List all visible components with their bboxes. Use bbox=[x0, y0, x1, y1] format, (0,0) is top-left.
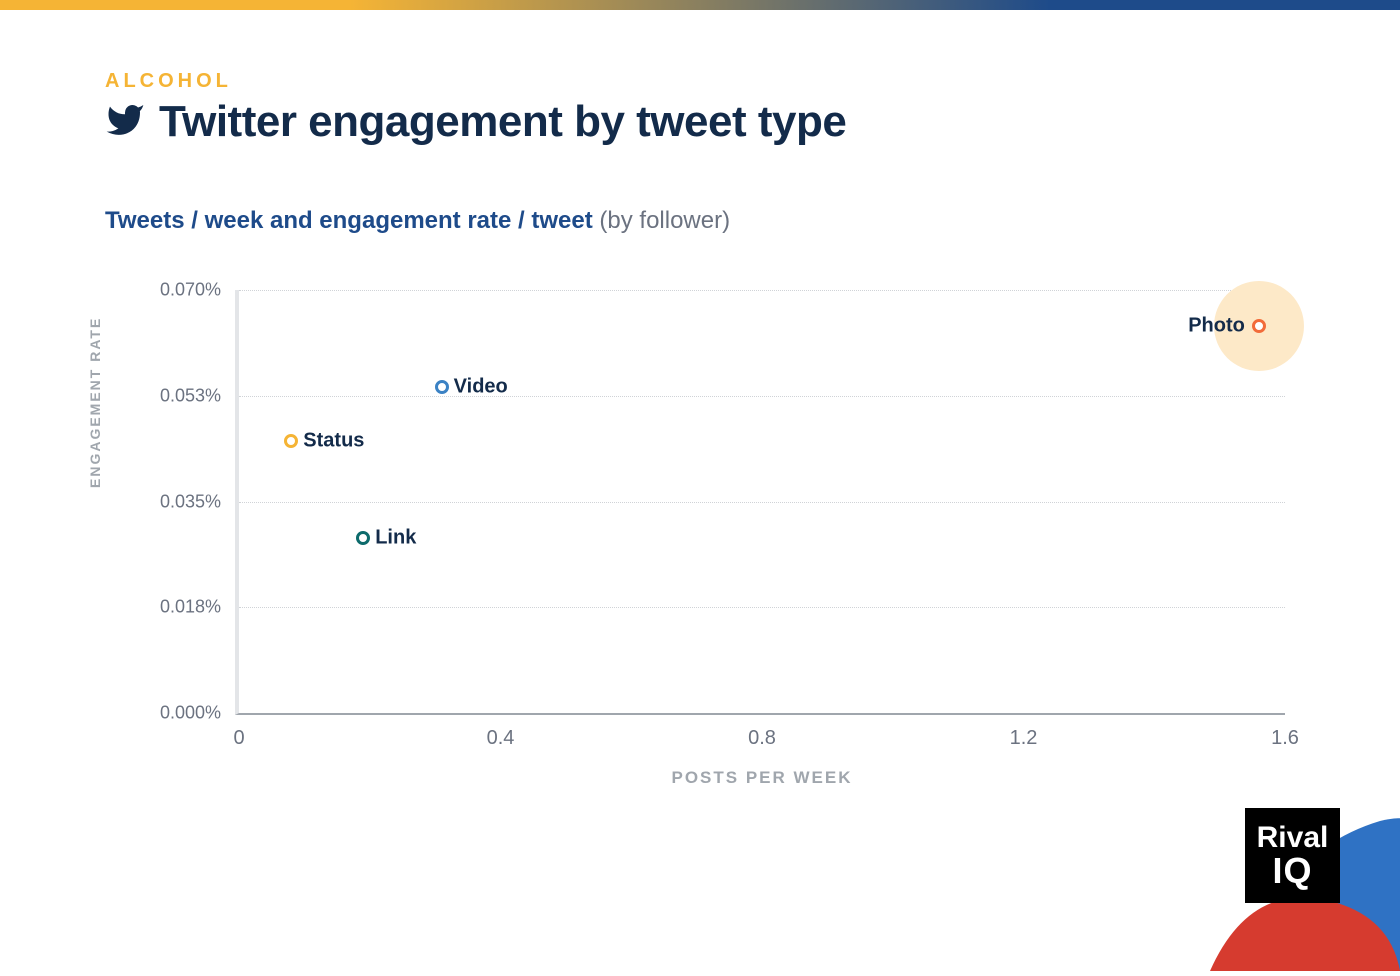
y-axis-title: ENGAGEMENT RATE bbox=[87, 317, 103, 488]
x-tick-label: 0.4 bbox=[487, 727, 515, 750]
title-row: Twitter engagement by tweet type bbox=[105, 97, 1295, 147]
page-title: Twitter engagement by tweet type bbox=[159, 97, 846, 147]
y-tick-label: 0.035% bbox=[160, 491, 221, 512]
plot-area: POSTS PER WEEK 0.000%0.018%0.035%0.053%0… bbox=[235, 290, 1285, 715]
data-point bbox=[1252, 319, 1266, 333]
twitter-icon bbox=[105, 100, 145, 145]
y-tick-label: 0.053% bbox=[160, 385, 221, 406]
brand-logo: Rival IQ bbox=[1245, 808, 1340, 903]
chart-subtitle: Tweets / week and engagement rate / twee… bbox=[105, 207, 1295, 235]
top-gradient-bar bbox=[0, 0, 1400, 10]
logo-line-1: Rival bbox=[1257, 823, 1329, 853]
category-label: ALCOHOL bbox=[105, 70, 1295, 93]
subtitle-light: (by follower) bbox=[599, 207, 730, 234]
data-point bbox=[435, 380, 449, 394]
gridline bbox=[239, 396, 1285, 397]
x-tick-label: 1.2 bbox=[1010, 727, 1038, 750]
gridline bbox=[239, 607, 1285, 608]
x-tick-label: 0 bbox=[233, 727, 244, 750]
y-tick-label: 0.018% bbox=[160, 597, 221, 618]
gridline bbox=[239, 290, 1285, 291]
data-point-label: Photo bbox=[1188, 315, 1245, 338]
data-point-label: Status bbox=[303, 430, 364, 453]
data-point-label: Video bbox=[454, 375, 508, 398]
x-tick-label: 1.6 bbox=[1271, 727, 1299, 750]
data-point bbox=[356, 531, 370, 545]
subtitle-bold: Tweets / week and engagement rate / twee… bbox=[105, 207, 593, 234]
y-tick-label: 0.000% bbox=[160, 703, 221, 724]
y-tick-label: 0.070% bbox=[160, 280, 221, 301]
x-axis-title: POSTS PER WEEK bbox=[671, 768, 852, 788]
gridline bbox=[239, 502, 1285, 503]
data-point bbox=[284, 434, 298, 448]
content-area: ALCOHOL Twitter engagement by tweet type… bbox=[105, 70, 1295, 810]
x-tick-label: 0.8 bbox=[748, 727, 776, 750]
data-point-label: Link bbox=[375, 526, 416, 549]
chart: ENGAGEMENT RATE POSTS PER WEEK 0.000%0.0… bbox=[105, 290, 1295, 810]
logo-line-2: IQ bbox=[1272, 853, 1312, 889]
